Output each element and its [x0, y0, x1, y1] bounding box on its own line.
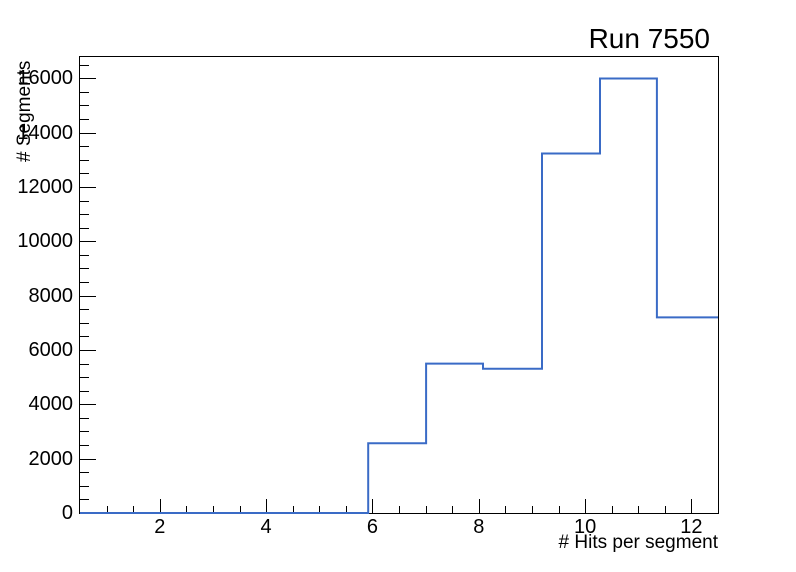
x-tick-label: 2 [154, 516, 166, 538]
y-axis-title: # Segments [14, 60, 35, 162]
y-tick-label: 0 [61, 502, 73, 524]
plot-frame [79, 56, 719, 514]
x-tick-label: 12 [680, 516, 703, 538]
x-tick-label: 10 [573, 516, 597, 538]
x-tick-label: 6 [366, 516, 378, 538]
y-tick-label: 12000 [17, 175, 73, 198]
y-tick-label: 16000 [17, 67, 73, 90]
y-tick-label: 14000 [17, 121, 73, 144]
y-tick-label: 6000 [28, 338, 74, 361]
y-tick-label: 2000 [28, 447, 74, 470]
x-tick-label: 8 [473, 516, 485, 538]
chart-title: Run 7550 [588, 23, 710, 54]
x-axis-title: # Hits per segment [558, 532, 718, 553]
y-tick-label: 4000 [28, 393, 74, 416]
y-tick-label: 8000 [28, 284, 74, 307]
x-tick-label: 4 [260, 516, 272, 538]
y-tick-label: 10000 [17, 230, 73, 253]
histogram-line [80, 77, 718, 514]
